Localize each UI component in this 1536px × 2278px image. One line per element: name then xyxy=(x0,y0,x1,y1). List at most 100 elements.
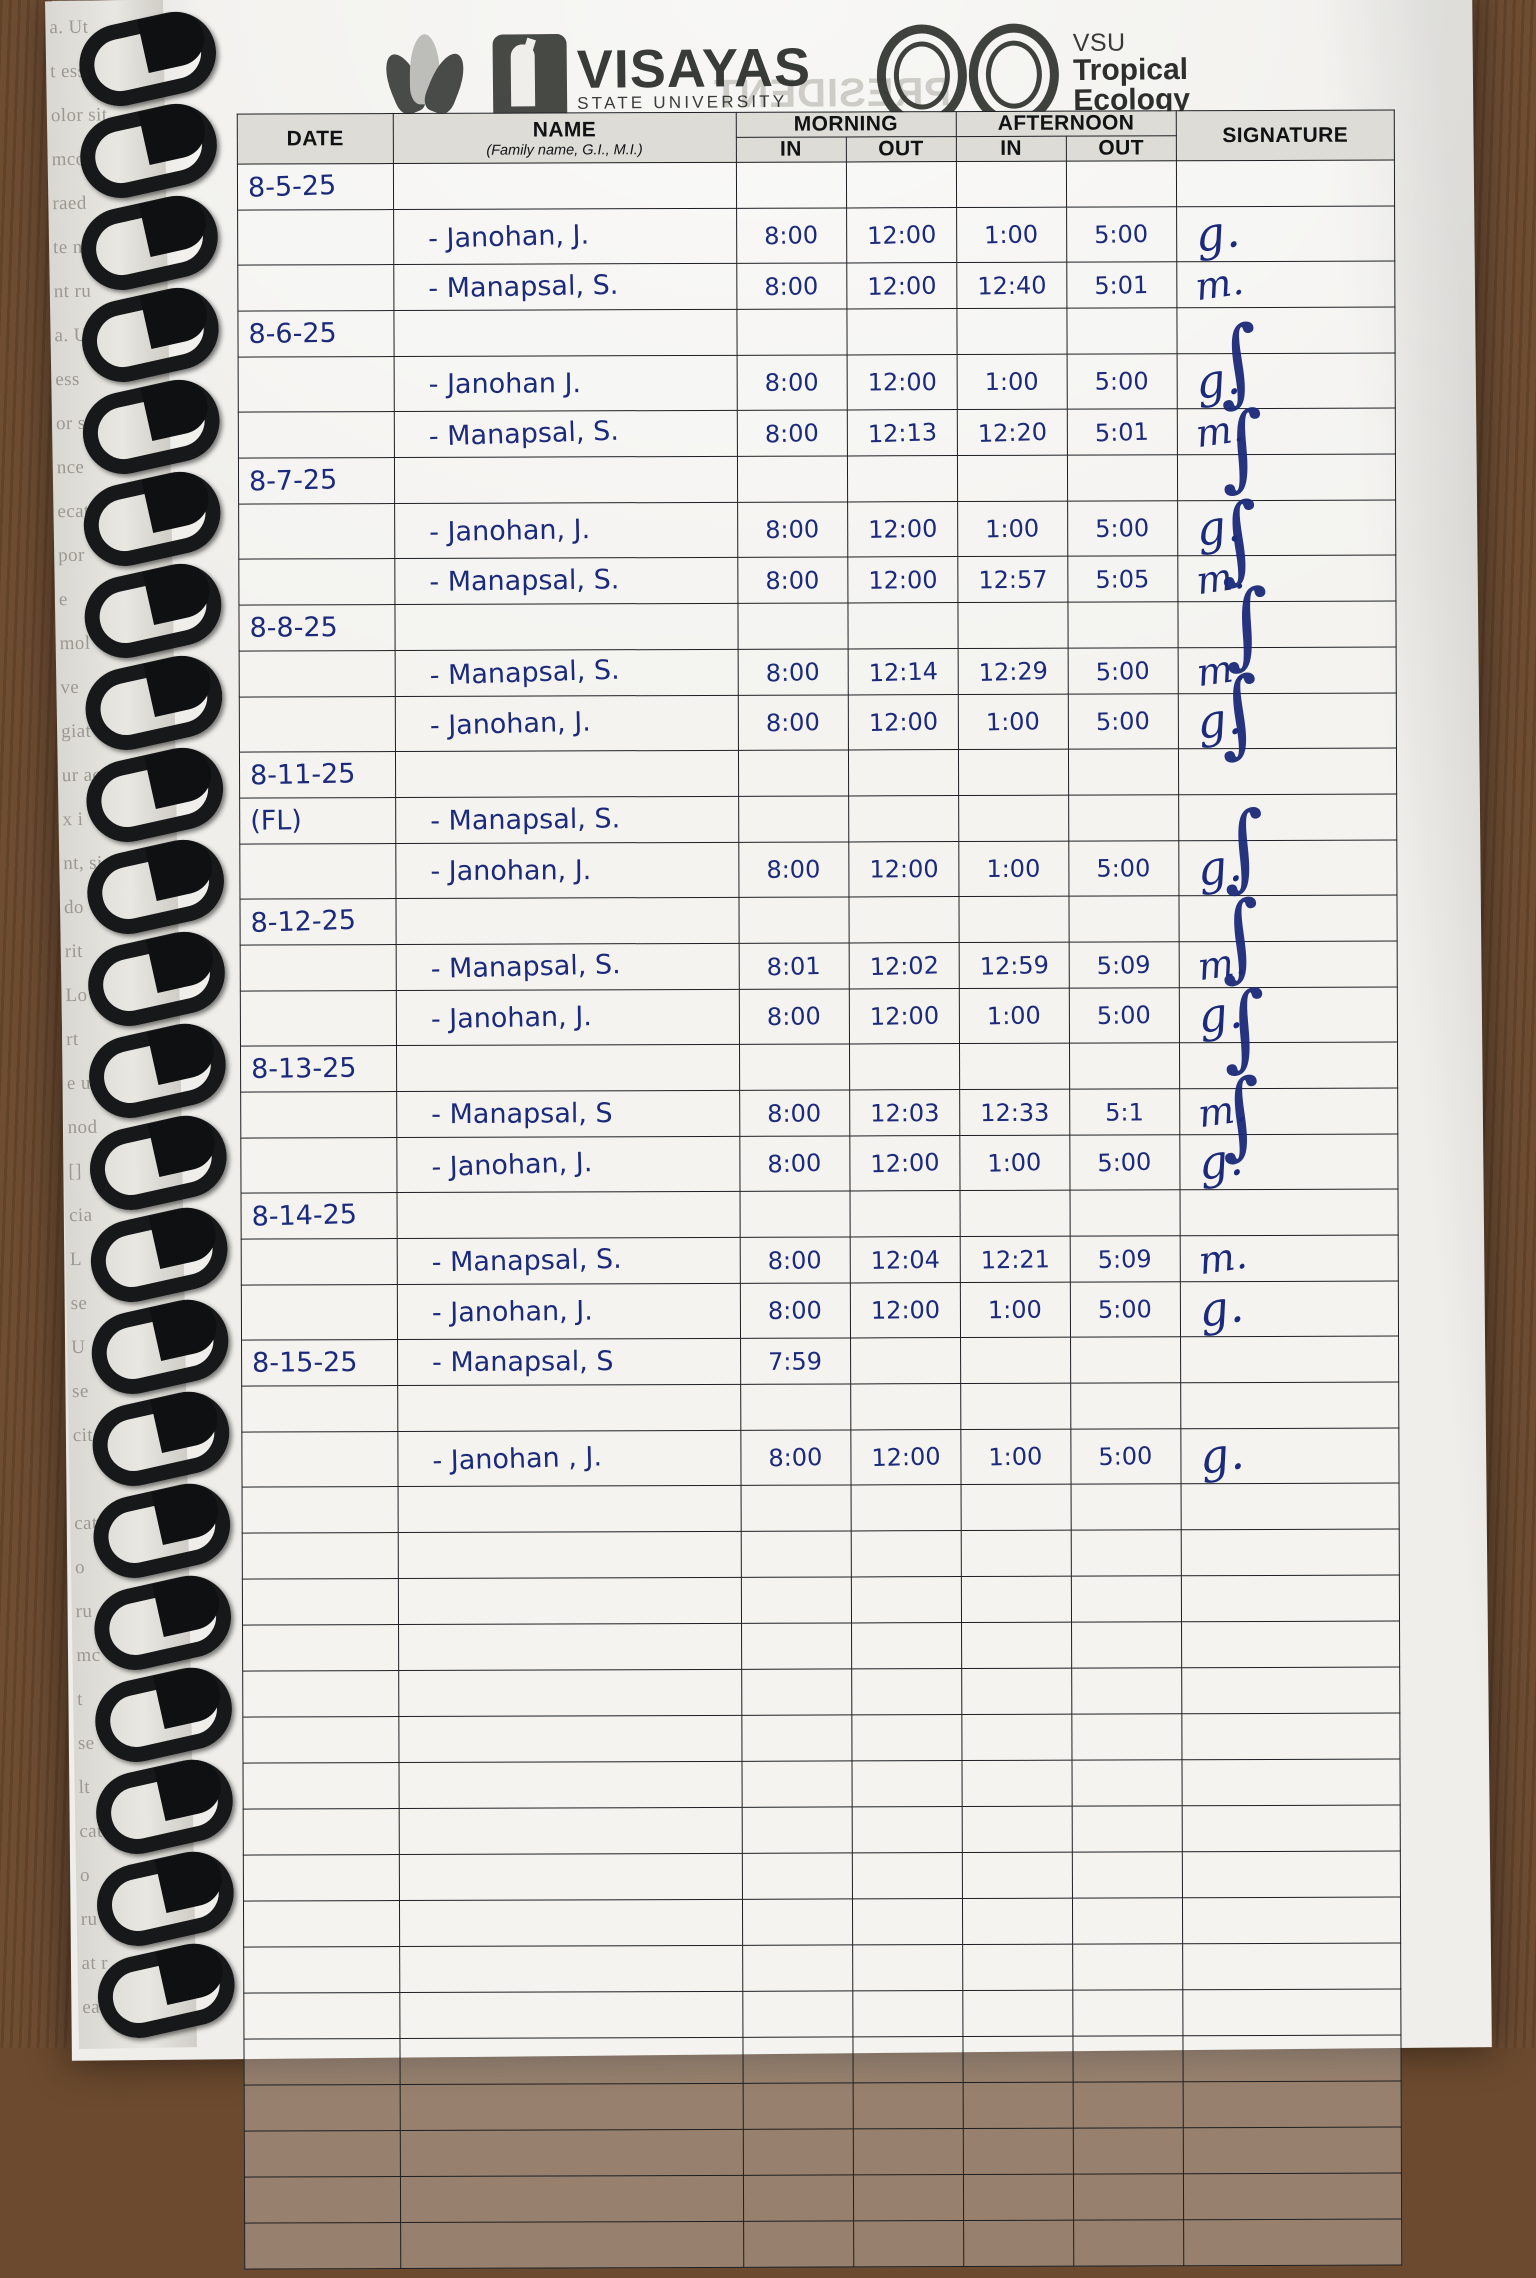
cell-morning-in[interactable] xyxy=(741,1714,852,1762)
cell-afternoon-out[interactable] xyxy=(1069,1189,1180,1237)
cell-afternoon-out[interactable] xyxy=(1071,1759,1182,1807)
cell-morning-in[interactable]: 8:00 xyxy=(738,841,849,898)
cell-signature[interactable]: m. xyxy=(1177,405,1396,456)
cell-morning-in[interactable] xyxy=(738,896,849,944)
cell-signature[interactable] xyxy=(1176,160,1395,207)
cell-name[interactable] xyxy=(399,1899,743,1947)
cell-name[interactable] xyxy=(399,2083,743,2131)
cell-morning-in[interactable]: 8:00 xyxy=(737,501,848,558)
cell-morning-out[interactable]: 12:00 xyxy=(847,694,959,750)
cell-afternoon-out[interactable] xyxy=(1072,2081,1184,2129)
cell-date[interactable] xyxy=(244,2176,401,2224)
cell-date[interactable] xyxy=(238,558,395,606)
cell-morning-in[interactable] xyxy=(741,1622,852,1670)
cell-morning-out[interactable] xyxy=(849,1043,960,1090)
cell-afternoon-out[interactable]: 5:09 xyxy=(1068,941,1180,989)
cell-morning-out[interactable] xyxy=(851,1668,962,1715)
cell-date[interactable] xyxy=(242,1486,398,1534)
cell-name[interactable]: - Manapsal, S xyxy=(396,1090,740,1138)
cell-morning-out[interactable] xyxy=(853,2174,964,2221)
cell-signature[interactable]: g. xyxy=(1180,1278,1399,1338)
cell-name[interactable] xyxy=(394,603,738,651)
cell-morning-out[interactable] xyxy=(851,1714,962,1761)
cell-afternoon-in[interactable]: 1:00 xyxy=(960,1282,1071,1338)
cell-morning-out[interactable] xyxy=(851,1852,963,1899)
cell-morning-in[interactable] xyxy=(740,1383,851,1431)
table-row[interactable] xyxy=(243,1851,1401,1902)
cell-signature[interactable] xyxy=(1178,748,1397,795)
table-row[interactable]: - Janohan, J. 8:00 12:00 1:00 5:00 g. xyxy=(240,1131,1399,1194)
cell-morning-out[interactable] xyxy=(852,2128,964,2175)
cell-afternoon-in[interactable] xyxy=(957,602,1068,649)
cell-signature[interactable] xyxy=(1176,307,1396,354)
cell-signature[interactable] xyxy=(1183,2219,1402,2266)
cell-afternoon-in[interactable] xyxy=(958,896,1069,943)
table-row[interactable] xyxy=(242,1713,1400,1764)
cell-date[interactable] xyxy=(240,944,397,992)
cell-afternoon-out[interactable] xyxy=(1073,2127,1184,2175)
cell-afternoon-out[interactable] xyxy=(1073,2219,1184,2267)
cell-morning-in[interactable]: 8:00 xyxy=(736,207,847,264)
table-row[interactable]: - Manapsal, S 8:00 12:03 12:33 5:1 m. xyxy=(240,1085,1398,1139)
cell-afternoon-out[interactable]: 5:00 xyxy=(1066,206,1177,263)
cell-afternoon-out[interactable] xyxy=(1072,1897,1183,1945)
cell-name[interactable] xyxy=(400,2129,743,2177)
cell-morning-in[interactable]: 8:00 xyxy=(739,1282,851,1339)
cell-date[interactable] xyxy=(243,1992,400,2040)
cell-date[interactable] xyxy=(241,1385,398,1433)
cell-morning-in[interactable] xyxy=(740,1484,851,1532)
cell-date[interactable] xyxy=(243,1808,400,1856)
cell-afternoon-out[interactable]: 5:00 xyxy=(1069,1134,1180,1191)
cell-afternoon-in[interactable]: 12:20 xyxy=(956,409,1068,456)
table-row[interactable]: - Manapsal, S. 8:00 12:00 12:40 5:01 m. xyxy=(237,258,1395,312)
cell-name[interactable] xyxy=(396,1044,740,1092)
cell-afternoon-out[interactable] xyxy=(1067,454,1178,502)
cell-date[interactable] xyxy=(239,696,396,753)
cell-afternoon-in[interactable]: 1:00 xyxy=(960,1429,1071,1485)
cell-signature[interactable]: g. xyxy=(1177,497,1396,557)
cell-morning-out[interactable]: 12:00 xyxy=(848,841,959,897)
cell-morning-in[interactable]: 8:00 xyxy=(739,1236,850,1284)
cell-morning-in[interactable] xyxy=(741,1898,853,1946)
cell-name[interactable]: - Manapsal, S. xyxy=(395,796,739,844)
cell-afternoon-in[interactable]: 1:00 xyxy=(958,988,1070,1044)
cell-date[interactable] xyxy=(242,1670,399,1718)
cell-signature[interactable] xyxy=(1182,2035,1402,2082)
cell-afternoon-out[interactable] xyxy=(1066,160,1177,208)
cell-afternoon-out[interactable] xyxy=(1071,1713,1182,1761)
table-row[interactable]: - Manapsal, S. 8:00 12:04 12:21 5:09 m. xyxy=(241,1232,1399,1286)
cell-signature[interactable] xyxy=(1180,1382,1399,1429)
cell-morning-in[interactable] xyxy=(742,2128,854,2176)
cell-signature[interactable]: g. xyxy=(1179,984,1398,1044)
table-row[interactable]: - Janohan J. 8:00 12:00 1:00 5:00 g. xyxy=(238,350,1396,413)
table-row[interactable]: 8-5-25 xyxy=(237,160,1395,211)
cell-signature[interactable]: g. xyxy=(1178,837,1397,897)
cell-morning-in[interactable]: 8:00 xyxy=(737,694,849,751)
cell-morning-out[interactable]: 12:00 xyxy=(847,501,958,557)
cell-afternoon-in[interactable] xyxy=(962,1990,1073,2037)
cell-name[interactable]: - Janohan, J. xyxy=(396,1136,740,1193)
cell-signature[interactable] xyxy=(1181,1759,1401,1806)
cell-signature[interactable] xyxy=(1182,2081,1402,2128)
table-row[interactable]: - Manapsal, S. 8:00 12:14 12:29 5:00 m. xyxy=(239,644,1397,698)
cell-morning-out[interactable]: 12:00 xyxy=(847,556,958,603)
cell-date[interactable] xyxy=(242,1716,399,1764)
cell-name[interactable]: - Manapsal, S. xyxy=(396,1237,740,1285)
table-row[interactable] xyxy=(242,1575,1400,1626)
cell-afternoon-in[interactable] xyxy=(961,1806,1073,1853)
cell-morning-out[interactable] xyxy=(852,2036,963,2083)
cell-date[interactable] xyxy=(241,1431,398,1488)
cell-morning-out[interactable] xyxy=(848,896,959,943)
cell-morning-in[interactable]: 8:00 xyxy=(736,409,848,457)
cell-signature[interactable]: m. xyxy=(1178,938,1398,989)
cell-signature[interactable] xyxy=(1179,1042,1398,1089)
cell-morning-out[interactable] xyxy=(852,1898,963,1945)
cell-afternoon-in[interactable]: 12:33 xyxy=(959,1089,1070,1136)
cell-date[interactable] xyxy=(243,1762,399,1810)
cell-name[interactable]: - Janohan, J. xyxy=(395,842,739,899)
cell-morning-in[interactable]: 8:00 xyxy=(737,556,848,604)
cell-date[interactable] xyxy=(238,503,395,560)
cell-morning-out[interactable] xyxy=(845,161,957,208)
cell-signature[interactable] xyxy=(1181,1621,1400,1668)
cell-afternoon-in[interactable]: 12:29 xyxy=(957,648,1069,695)
